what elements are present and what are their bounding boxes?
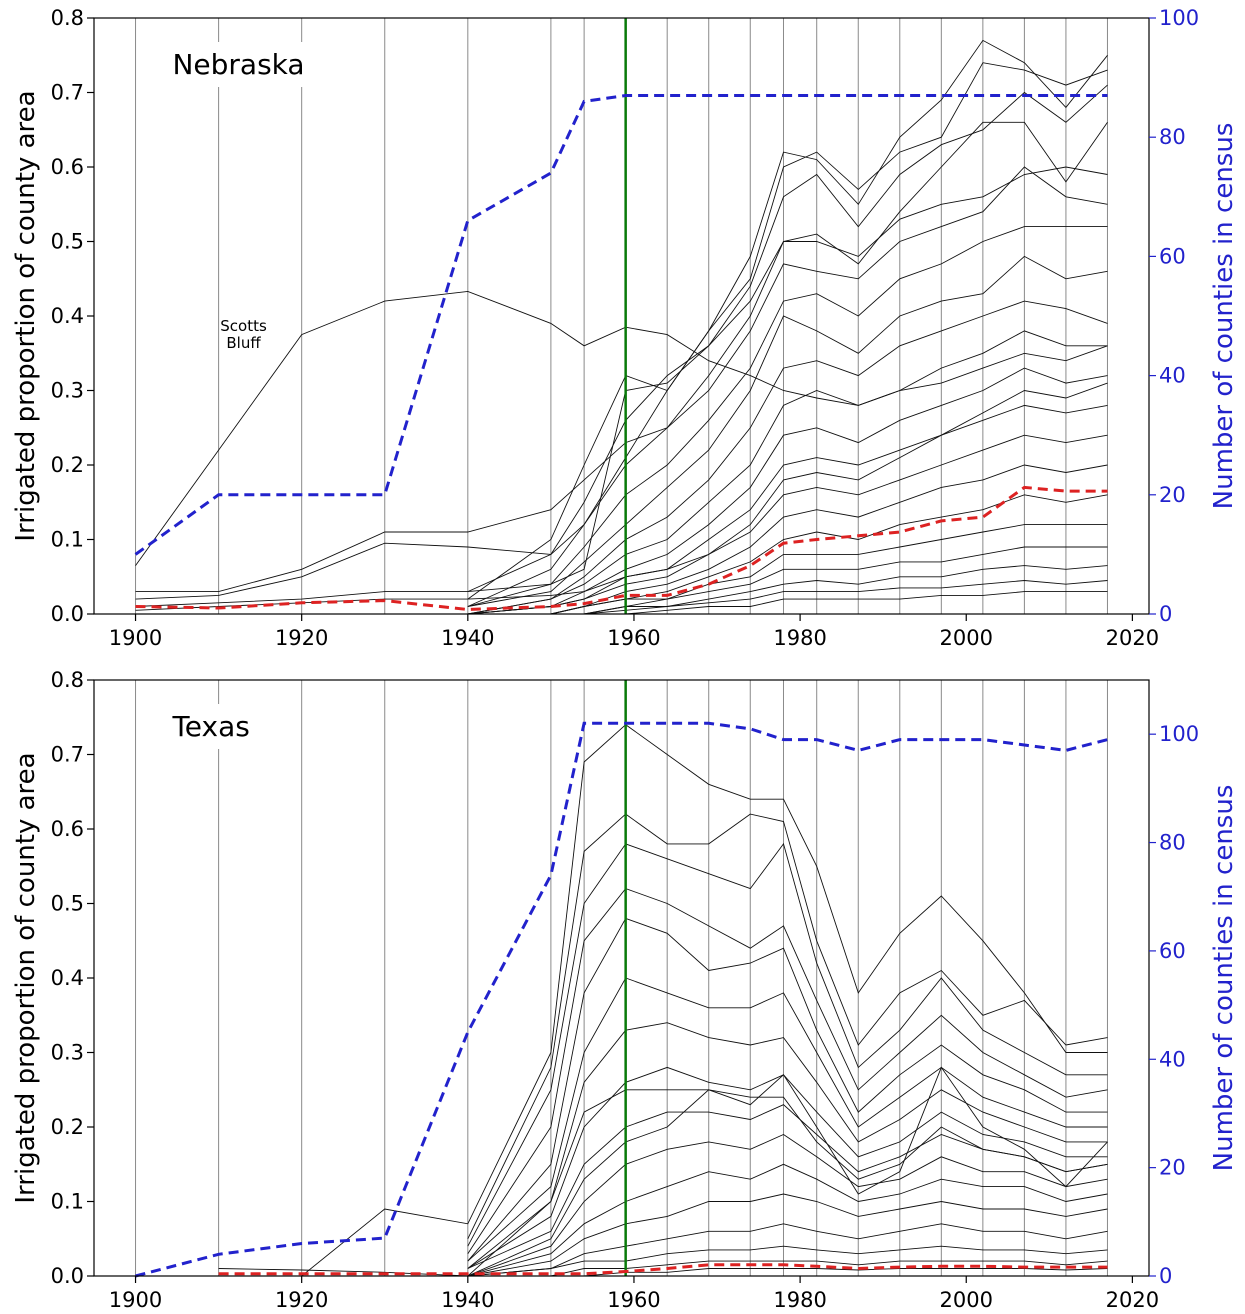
county-series-line — [467, 62, 1108, 600]
y-tick-label: 0.4 — [51, 966, 84, 990]
x-tick-label: 2000 — [940, 1288, 993, 1312]
county-series-line — [467, 977, 1108, 1262]
y2-tick-label: 0 — [1159, 1264, 1172, 1288]
y2-tick-label: 100 — [1159, 722, 1199, 746]
mean-series-line — [135, 485, 1108, 612]
county-series-line — [467, 813, 1108, 1239]
nebraska-panel: 1900 1920 1940 1960 1980 2000 2020 0.0 0.1 0.2 0.3… — [11, 6, 1239, 650]
y-axis-label: Irrigated proportion of county area — [11, 90, 41, 541]
x-tick-label: 2000 — [940, 626, 993, 650]
county-series-line — [467, 1022, 1108, 1269]
y2-tick-label: 20 — [1159, 483, 1186, 507]
county-series-line — [467, 226, 1108, 607]
y2-axis-label: Number of counties in census — [1209, 123, 1239, 510]
x-tick-label: 1960 — [607, 626, 660, 650]
y2-tick-label: 20 — [1159, 1156, 1186, 1180]
annotation-text: Bluff — [226, 334, 261, 352]
y2-tick-label: 80 — [1159, 125, 1186, 149]
county-series-line — [467, 1066, 1108, 1277]
county-series-line — [467, 1223, 1108, 1277]
texas-panel: 1900 1920 1940 1960 1980 2000 2020 0.0 0.1 0.2 0.3… — [11, 668, 1239, 1312]
x-tick-label: 1960 — [607, 1288, 660, 1312]
county-series-line — [467, 434, 1108, 615]
y2-tick-label: 0 — [1159, 602, 1172, 626]
county-series-line — [218, 724, 1108, 1277]
x-tick-label: 1920 — [275, 1288, 328, 1312]
county-series-line — [467, 300, 1108, 615]
county-series-line — [135, 290, 1108, 566]
y2-axis-label: Number of counties in census — [1209, 785, 1239, 1172]
x-tick-label: 1940 — [441, 626, 494, 650]
county-count-line — [135, 721, 1108, 1278]
y-tick-label: 0.5 — [51, 230, 84, 254]
y2-tick-label: 40 — [1159, 1047, 1186, 1071]
county-series-line — [467, 1193, 1108, 1277]
y2-tick-label: 40 — [1159, 364, 1186, 388]
x-tick-label: 2020 — [1106, 1288, 1159, 1312]
x-tick-label: 1940 — [441, 1288, 494, 1312]
x-tick-label: 2020 — [1106, 626, 1159, 650]
y-tick-label: 0.3 — [51, 1041, 84, 1065]
y-tick-label: 0.1 — [51, 528, 84, 552]
county-series-line — [467, 565, 1108, 615]
county-series-line — [467, 1133, 1108, 1277]
annotation-text: Scotts — [220, 317, 267, 335]
y-tick-label: 0.2 — [51, 453, 84, 477]
y2-tick-label: 100 — [1159, 6, 1199, 30]
county-series-line — [218, 1089, 1108, 1277]
county-series-line — [467, 367, 1108, 615]
x-tick-label: 1900 — [109, 626, 162, 650]
county-series-line — [467, 580, 1108, 615]
y-tick-label: 0.8 — [51, 6, 84, 30]
y2-tick-label: 60 — [1159, 244, 1186, 268]
county-series-line — [135, 84, 1108, 607]
y-tick-label: 0.8 — [51, 668, 84, 692]
county-series-line — [467, 1245, 1108, 1277]
y-tick-label: 0.0 — [51, 602, 84, 626]
county-series-line — [467, 842, 1108, 1247]
y-tick-label: 0.0 — [51, 1264, 84, 1288]
county-series-line — [467, 166, 1108, 593]
y-tick-label: 0.5 — [51, 892, 84, 916]
y-tick-label: 0.7 — [51, 743, 84, 767]
x-tick-label: 1920 — [275, 626, 328, 650]
county-series-line — [135, 382, 1108, 611]
county-series-line — [467, 1163, 1108, 1277]
county-series-line — [467, 166, 1108, 607]
y-axis-label: Irrigated proportion of county area — [11, 752, 41, 1203]
y-tick-label: 0.7 — [51, 81, 84, 105]
y-tick-label: 0.6 — [51, 817, 84, 841]
mean-series-line — [218, 1263, 1108, 1276]
county-series-line — [467, 1260, 1108, 1277]
county-series-line — [135, 39, 1108, 600]
state-label-box — [163, 704, 258, 749]
county-series-line — [467, 330, 1108, 615]
county-series-line — [467, 524, 1108, 615]
county-series-line — [467, 255, 1108, 607]
state-label: Texas — [171, 710, 249, 743]
county-series-line — [467, 888, 1108, 1254]
y2-tick-label: 60 — [1159, 939, 1186, 963]
y2-tick-label: 80 — [1159, 831, 1186, 855]
y-tick-label: 0.3 — [51, 379, 84, 403]
county-series-line — [135, 121, 1108, 593]
y-tick-label: 0.2 — [51, 1115, 84, 1139]
county-series-line — [467, 404, 1108, 615]
y-tick-label: 0.1 — [51, 1190, 84, 1214]
y-tick-label: 0.6 — [51, 155, 84, 179]
y-tick-label: 0.4 — [51, 304, 84, 328]
x-tick-label: 1980 — [773, 626, 826, 650]
county-series-line — [467, 917, 1108, 1262]
x-tick-label: 1980 — [773, 1288, 826, 1312]
state-label: Nebraska — [172, 48, 304, 81]
x-tick-label: 1900 — [109, 1288, 162, 1312]
county-count-line — [134, 94, 1108, 556]
state-label-box — [164, 42, 313, 87]
